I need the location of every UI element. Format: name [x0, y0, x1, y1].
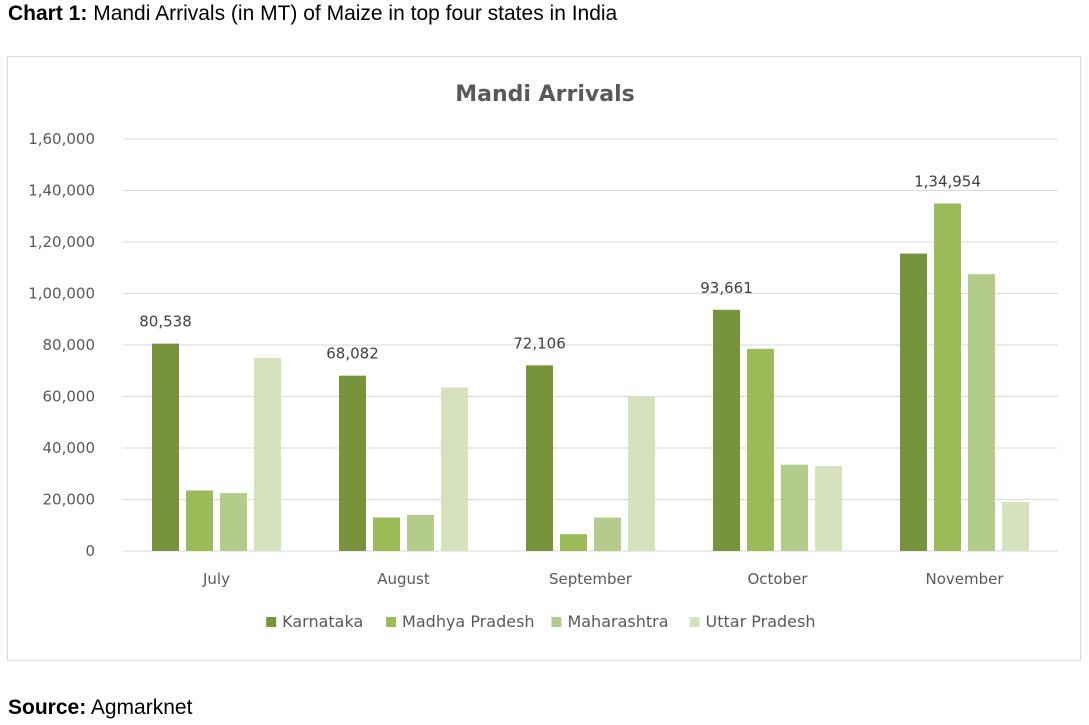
legend-swatch: [266, 617, 277, 627]
data-label: 93,661: [700, 279, 753, 297]
legend-label: Maharashtra: [567, 612, 668, 631]
y-tick-label: 60,000: [43, 388, 96, 406]
y-tick-label: 80,000: [43, 336, 96, 354]
y-tick-label: 1,20,000: [28, 233, 95, 251]
bar: [713, 309, 740, 551]
bar: [747, 348, 774, 551]
legend-swatch: [551, 617, 562, 627]
bar: [254, 357, 281, 551]
bar: [339, 375, 366, 551]
bar: [594, 517, 621, 551]
bar: [1002, 502, 1029, 551]
bar: [186, 490, 213, 551]
legend-swatch: [689, 617, 700, 627]
caption-text: Mandi Arrivals (in MT) of Maize in top f…: [93, 2, 618, 25]
bar: [968, 274, 995, 551]
x-tick-label: November: [925, 570, 1004, 588]
x-axis: July August September October November: [202, 570, 1004, 588]
x-tick-label: July: [202, 570, 230, 588]
chart-frame: Mandi Arrivals 0 20,000 40,000 60,000 80,000…: [7, 56, 1081, 661]
bars: [152, 203, 1029, 551]
bar-chart: Mandi Arrivals 0 20,000 40,000 60,000 80,000…: [28, 82, 1058, 631]
y-tick-label: 1,00,000: [28, 285, 95, 303]
source-text: Agmarknet: [90, 696, 193, 719]
data-label: 1,34,954: [914, 172, 981, 190]
legend-label: Madhya Pradesh: [402, 612, 535, 631]
bar: [934, 203, 961, 551]
x-tick-label: September: [549, 570, 633, 588]
y-tick-label: 1,60,000: [28, 130, 95, 148]
y-tick-label: 40,000: [43, 439, 96, 457]
y-tick-label: 0: [85, 542, 95, 560]
bar: [815, 466, 842, 551]
bar: [152, 343, 179, 551]
bar: [781, 464, 808, 551]
x-tick-label: August: [377, 570, 430, 588]
x-tick-label: October: [747, 570, 808, 588]
legend-label: Uttar Pradesh: [706, 612, 816, 631]
data-label: 72,106: [513, 334, 566, 352]
bar: [373, 517, 400, 551]
y-tick-label: 20,000: [43, 491, 96, 509]
bar: [628, 396, 655, 551]
legend-swatch: [386, 617, 397, 627]
source-prefix: Source:: [8, 696, 87, 719]
bar: [441, 387, 468, 551]
bar: [220, 493, 247, 551]
caption-prefix: Chart 1:: [8, 2, 88, 25]
legend: Karnataka Madhya Pradesh Maharashtra Uttar …: [266, 612, 816, 631]
bar: [407, 514, 434, 551]
data-label: 68,082: [326, 345, 379, 363]
bar: [900, 253, 927, 551]
bar: [526, 365, 553, 551]
y-axis: 0 20,000 40,000 60,000 80,000 1,00,000 1,20,00…: [28, 130, 95, 560]
chart-caption: Chart 1: Mandi Arrivals (in MT) of Maize…: [8, 0, 617, 28]
chart-title: Mandi Arrivals: [455, 82, 634, 107]
data-labels: 80,538 68,082 72,106 93,661 1,34,954: [139, 172, 981, 362]
source-note: Source: Agmarknet: [8, 694, 192, 722]
data-label: 80,538: [139, 313, 192, 331]
bar: [560, 534, 587, 551]
y-tick-label: 1,40,000: [28, 182, 95, 200]
legend-label: Karnataka: [282, 612, 363, 631]
